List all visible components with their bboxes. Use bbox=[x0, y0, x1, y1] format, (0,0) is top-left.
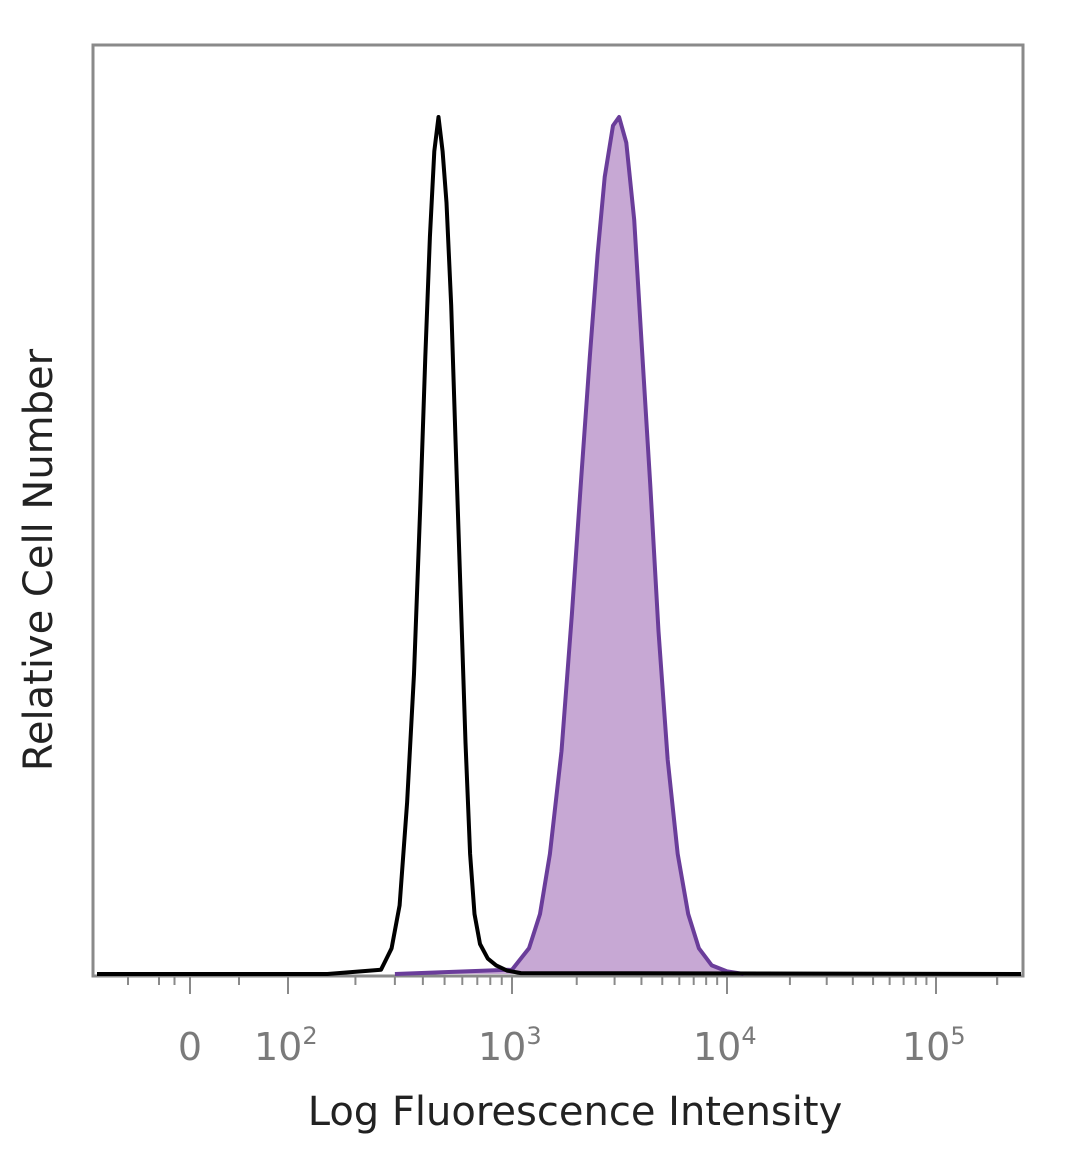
x-tick-label-1: 102 bbox=[254, 1022, 318, 1069]
series-0-line bbox=[97, 115, 1022, 976]
x-tick-label-2: 103 bbox=[478, 1022, 542, 1069]
x-axis-ticks bbox=[127, 976, 999, 994]
series-1-fill bbox=[394, 117, 744, 974]
x-axis-title: Log Fluorescence Intensity bbox=[308, 1089, 843, 1135]
x-tick-label-0: 0 bbox=[178, 1025, 202, 1069]
x-tick-label-3: 104 bbox=[693, 1022, 757, 1069]
y-axis-title: Relative Cell Number bbox=[16, 348, 62, 771]
x-axis-tick-labels: 0 102 103 104 105 bbox=[178, 1022, 966, 1069]
x-tick-label-4: 105 bbox=[902, 1022, 966, 1069]
series-1-line bbox=[394, 115, 744, 976]
plot-frame bbox=[91, 43, 1025, 978]
series-layer bbox=[97, 115, 1022, 976]
